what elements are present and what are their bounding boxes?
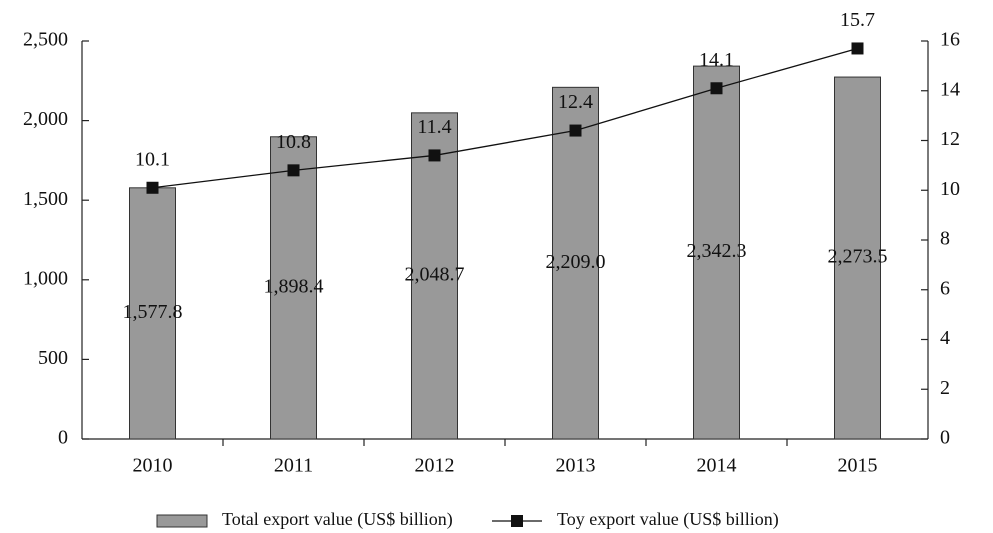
line-value-label: 14.1 (699, 49, 734, 71)
legend-label: Toy export value (US$ billion) (557, 509, 779, 530)
legend-swatch (156, 514, 208, 528)
bar (834, 76, 881, 440)
bar (552, 86, 599, 440)
x-tick-label: 2011 (274, 455, 313, 477)
y-tick-label: 0 (58, 427, 68, 449)
y-tick-label: 1,000 (23, 267, 68, 289)
line-value-label: 10.1 (135, 148, 170, 170)
line-marker (710, 82, 723, 95)
bar (270, 136, 317, 440)
x-tick-label: 2014 (697, 455, 737, 477)
line-value-label: 10.8 (276, 131, 311, 153)
x-tick-label: 2015 (838, 455, 878, 477)
y2-tick-label: 16 (940, 29, 960, 51)
legend-label: Total export value (US$ billion) (222, 509, 453, 530)
line-value-label: 12.4 (558, 91, 593, 113)
y2-tick-label: 14 (940, 78, 960, 100)
bar-value-label: 2,273.5 (828, 246, 888, 268)
bar-value-label: 1,898.4 (264, 275, 324, 297)
y2-tick-label: 10 (940, 178, 960, 200)
x-tick-label: 2012 (415, 455, 455, 477)
y-tick-label: 2,000 (23, 108, 68, 130)
y2-tick-label: 8 (940, 228, 950, 250)
bar (693, 65, 740, 440)
y2-tick-label: 0 (940, 427, 950, 449)
bar-value-label: 1,577.8 (123, 301, 183, 323)
legend-marker (511, 515, 523, 527)
bar-value-label: 2,209.0 (546, 251, 606, 273)
y-tick-label: 1,500 (23, 188, 68, 210)
line-marker (851, 42, 864, 55)
x-tick-label: 2013 (556, 455, 596, 477)
bar-value-label: 2,048.7 (405, 264, 465, 286)
bar (411, 112, 458, 440)
line (152, 47, 858, 189)
y2-tick-label: 2 (940, 377, 950, 399)
line-marker (146, 181, 159, 194)
y2-tick-label: 12 (940, 128, 960, 150)
bar (129, 187, 176, 440)
y-tick-label: 2,500 (23, 29, 68, 51)
y2-tick-label: 4 (940, 327, 950, 349)
y-tick-label: 500 (38, 347, 68, 369)
bar-value-label: 2,342.3 (687, 240, 747, 262)
line-value-label: 15.7 (840, 9, 875, 31)
x-tick-label: 2010 (133, 455, 173, 477)
line-marker (428, 149, 441, 162)
line-marker (569, 124, 582, 137)
y2-tick-label: 6 (940, 277, 950, 299)
line-marker (287, 164, 300, 177)
line-value-label: 11.4 (417, 116, 451, 138)
